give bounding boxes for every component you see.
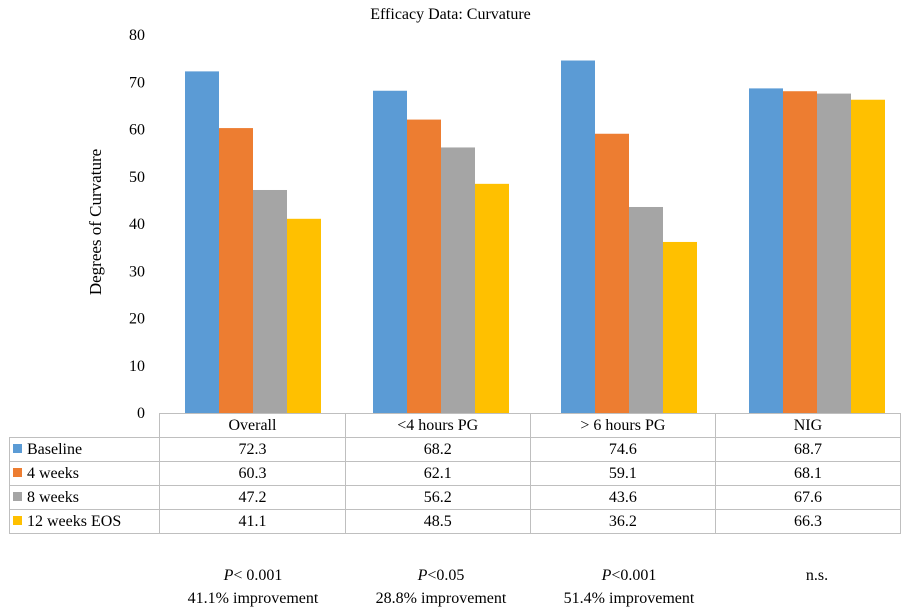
bar: [595, 133, 629, 413]
bar: [663, 241, 697, 413]
legend-label: Baseline: [27, 440, 83, 458]
y-tick-label: 60: [129, 122, 145, 139]
table-cell: 74.6: [529, 437, 716, 462]
improvement-note: 41.1% improvement: [187, 590, 319, 607]
table-cell: 68.7: [714, 437, 901, 462]
y-tick-label: 10: [129, 358, 145, 375]
p-value-text: <0.05: [427, 567, 465, 584]
bar: [407, 119, 441, 413]
annotation-nig: n.s.: [723, 564, 901, 587]
bar: [373, 90, 407, 413]
table-cell: 36.2: [529, 509, 716, 534]
legend-swatch: [13, 515, 22, 525]
p-value-note: P< 0.001: [159, 564, 347, 587]
table-cell: 59.1: [529, 461, 716, 486]
chart-title: Efficacy Data: Curvature: [370, 6, 531, 23]
bar: [185, 71, 219, 413]
p-symbol: P: [223, 567, 234, 584]
bar: [287, 218, 321, 413]
p-value-note: P<0.001: [535, 564, 723, 587]
table-cell: 66.3: [714, 509, 901, 534]
table-row: 8 weeks 47.2 56.2 43.6 67.6: [8, 485, 901, 510]
legend-entry: 8 weeks: [8, 485, 161, 510]
category-label: Overall: [159, 413, 346, 438]
p-value-text: <0.001: [611, 567, 657, 584]
table-row: 12 weeks EOS 41.1 48.5 36.2 66.3: [8, 509, 901, 534]
table-cell: 48.5: [344, 509, 531, 534]
p-value-note: P<0.05: [347, 564, 535, 587]
table-row: 4 weeks 60.3 62.1 59.1 68.1: [8, 461, 901, 486]
p-symbol: P: [601, 567, 612, 584]
legend-entry: 4 weeks: [8, 461, 161, 486]
bar: [851, 99, 885, 414]
table-corner: [9, 413, 161, 438]
legend-swatch: [13, 491, 22, 501]
table-cell: 68.2: [344, 437, 531, 462]
bar: [783, 91, 817, 413]
bar: [749, 88, 783, 413]
p-value-text: n.s.: [805, 567, 829, 584]
p-value-text: < 0.001: [233, 567, 283, 584]
improvement-note: 28.8% improvement: [375, 590, 507, 607]
bar: [219, 128, 253, 413]
table-cell: 62.1: [344, 461, 531, 486]
legend-label: 4 weeks: [27, 464, 79, 482]
table-header-row: Overall <4 hours PG > 6 hours PG NIG: [9, 413, 901, 438]
legend-swatch: [13, 443, 22, 453]
table-row: Baseline 72.3 68.2 74.6 68.7: [8, 437, 901, 462]
legend-entry: Baseline: [8, 437, 161, 462]
bar: [475, 183, 509, 413]
annotation-overall: P< 0.001 41.1% improvement: [159, 564, 347, 610]
y-tick-label: 80: [129, 27, 145, 44]
bar: [441, 147, 475, 413]
legend-entry: 12 weeks EOS: [8, 509, 161, 534]
bar: [561, 60, 595, 413]
bar: [253, 189, 287, 413]
bar: [817, 93, 851, 413]
category-label: NIG: [714, 413, 901, 438]
legend-swatch: [13, 467, 22, 477]
table-cell: 43.6: [529, 485, 716, 510]
y-tick-label: 50: [129, 169, 145, 186]
legend-label: 8 weeks: [27, 488, 79, 506]
table-cell: 56.2: [344, 485, 531, 510]
annotation-under-4h: P<0.05 28.8% improvement: [347, 564, 535, 610]
legend-label: 12 weeks EOS: [27, 512, 122, 530]
y-tick-label: 70: [129, 74, 145, 91]
improvement-note: 51.4% improvement: [563, 590, 695, 607]
table-cell: 67.6: [714, 485, 901, 510]
y-tick-label: 30: [129, 263, 145, 280]
p-symbol: P: [417, 567, 428, 584]
category-label: > 6 hours PG: [529, 413, 716, 438]
table-cell: 41.1: [159, 509, 346, 534]
table-cell: 60.3: [159, 461, 346, 486]
y-tick-label: 40: [129, 216, 145, 233]
data-table: Overall <4 hours PG > 6 hours PG NIG Bas…: [8, 413, 901, 534]
table-cell: 72.3: [159, 437, 346, 462]
bar: [629, 206, 663, 413]
table-cell: 68.1: [714, 461, 901, 486]
p-value-note: n.s.: [723, 564, 901, 587]
y-tick-label: 20: [129, 311, 145, 328]
annotation-over-6h: P<0.001 51.4% improvement: [535, 564, 723, 610]
table-cell: 47.2: [159, 485, 346, 510]
category-label: <4 hours PG: [344, 413, 531, 438]
